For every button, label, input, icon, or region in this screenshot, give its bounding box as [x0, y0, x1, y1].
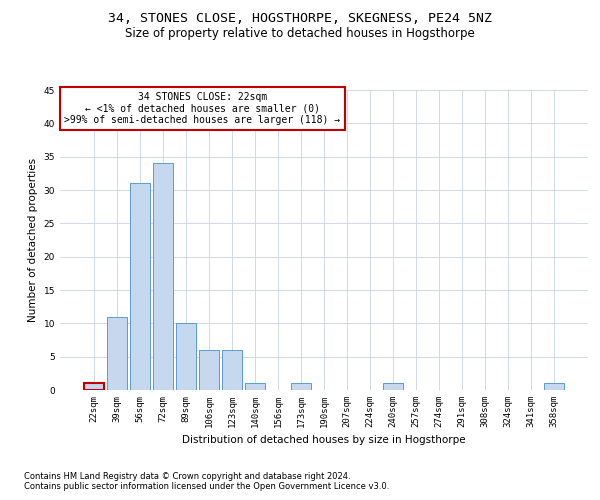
Text: 34, STONES CLOSE, HOGSTHORPE, SKEGNESS, PE24 5NZ: 34, STONES CLOSE, HOGSTHORPE, SKEGNESS, …	[108, 12, 492, 26]
Text: Contains public sector information licensed under the Open Government Licence v3: Contains public sector information licen…	[24, 482, 389, 491]
Bar	[107, 316, 127, 390]
Bar	[383, 384, 403, 390]
Bar	[222, 350, 242, 390]
X-axis label: Distribution of detached houses by size in Hogsthorpe: Distribution of detached houses by size …	[182, 436, 466, 446]
Bar	[84, 384, 104, 390]
Bar	[130, 184, 149, 390]
Text: Contains HM Land Registry data © Crown copyright and database right 2024.: Contains HM Land Registry data © Crown c…	[24, 472, 350, 481]
Bar	[153, 164, 173, 390]
Bar	[291, 384, 311, 390]
Y-axis label: Number of detached properties: Number of detached properties	[28, 158, 38, 322]
Bar	[176, 324, 196, 390]
Text: Size of property relative to detached houses in Hogsthorpe: Size of property relative to detached ho…	[125, 28, 475, 40]
Bar	[544, 384, 564, 390]
Bar	[199, 350, 218, 390]
Bar	[245, 384, 265, 390]
Text: 34 STONES CLOSE: 22sqm
← <1% of detached houses are smaller (0)
>99% of semi-det: 34 STONES CLOSE: 22sqm ← <1% of detached…	[64, 92, 341, 124]
